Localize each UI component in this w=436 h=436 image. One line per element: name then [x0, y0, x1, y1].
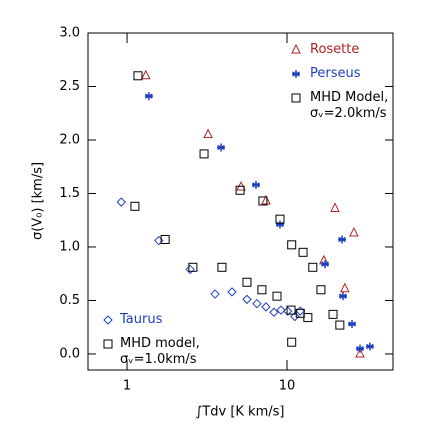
- marker-square: [275, 214, 285, 224]
- legend-label: MHD model, σᵥ=1.0km/s: [120, 336, 200, 367]
- marker-asterisk: [144, 92, 153, 101]
- marker-asterisk: [275, 220, 284, 229]
- marker-diamond: [261, 302, 271, 312]
- marker-asterisk: [217, 143, 226, 152]
- legend-label: Taurus: [120, 312, 163, 327]
- marker-square: [287, 240, 297, 250]
- marker-square: [188, 262, 198, 272]
- y-tick-label: 1.5: [59, 186, 80, 201]
- marker-diamond: [185, 264, 195, 275]
- marker-square: [272, 291, 282, 301]
- marker-asterisk: [365, 342, 374, 351]
- marker-square: [242, 277, 252, 287]
- marker-square: [130, 201, 140, 211]
- marker-diamond: [116, 197, 126, 207]
- y-tick-label: 1.0: [59, 239, 80, 254]
- x-tick-label: 1: [123, 379, 131, 394]
- marker-asterisk: [355, 344, 364, 353]
- legend-marker: [291, 93, 301, 103]
- marker-triangle: [261, 194, 271, 205]
- y-tick-label: 0.5: [59, 293, 80, 308]
- marker-diamond: [295, 306, 305, 316]
- y-tick-label: 3.0: [59, 26, 80, 41]
- x-tick-label: 10: [279, 379, 296, 394]
- marker-square: [217, 262, 227, 272]
- y-tick-label: 2.0: [59, 132, 80, 147]
- marker-diamond: [276, 305, 286, 315]
- marker-square: [287, 337, 297, 347]
- legend-label: Perseus: [310, 66, 361, 81]
- marker-square: [298, 247, 308, 257]
- marker-diamond: [210, 289, 220, 299]
- y-tick-label: 0.0: [59, 346, 80, 361]
- legend-marker: [103, 339, 113, 349]
- marker-asterisk: [338, 235, 347, 244]
- marker-square: [303, 313, 313, 323]
- marker-triangle: [355, 347, 365, 358]
- marker-square: [235, 185, 245, 195]
- marker-square: [199, 149, 209, 159]
- marker-diamond: [269, 307, 279, 317]
- marker-square: [258, 196, 268, 206]
- marker-diamond: [242, 294, 252, 305]
- legend-marker: [291, 43, 301, 54]
- marker-square: [335, 320, 345, 330]
- marker-triangle: [140, 69, 151, 80]
- marker-triangle: [349, 226, 359, 237]
- y-axis-label: σ(V₀) [km/s]: [31, 162, 46, 240]
- marker-triangle: [340, 282, 350, 293]
- x-axis-label: ∫Tdv [K km/s]: [196, 405, 285, 420]
- legend-label: MHD Model, σᵥ=2.0km/s: [310, 90, 389, 121]
- marker-diamond: [227, 287, 237, 297]
- marker-square: [257, 285, 267, 295]
- marker-square: [160, 234, 170, 244]
- marker-square: [328, 309, 338, 319]
- legend-marker: [292, 70, 300, 78]
- marker-square: [286, 305, 296, 315]
- marker-triangle: [330, 202, 340, 212]
- legend-marker: [103, 315, 113, 325]
- marker-asterisk: [251, 180, 260, 189]
- marker-square: [133, 71, 143, 81]
- marker-diamond: [252, 298, 262, 309]
- marker-square: [316, 285, 326, 295]
- marker-diamond: [290, 311, 300, 322]
- marker-square: [308, 262, 318, 272]
- plot-frame: [87, 32, 394, 371]
- y-tick-label: 2.5: [59, 79, 80, 94]
- marker-triangle: [203, 128, 213, 139]
- marker-asterisk: [321, 260, 330, 269]
- marker-diamond: [282, 306, 293, 316]
- marker-asterisk: [339, 292, 348, 301]
- marker-asterisk: [348, 319, 357, 328]
- legend-label: Rosette: [310, 42, 360, 57]
